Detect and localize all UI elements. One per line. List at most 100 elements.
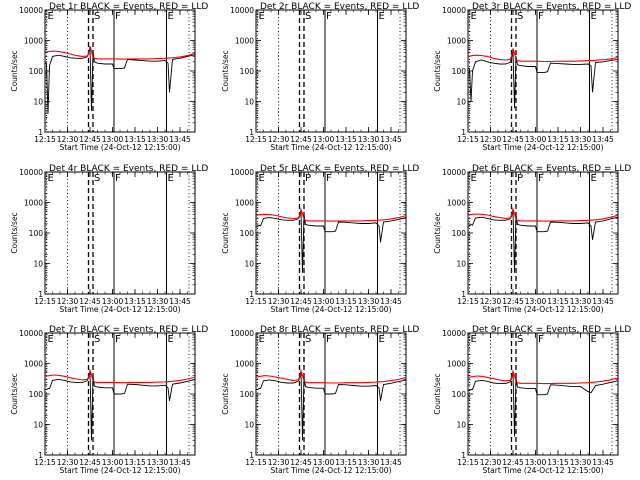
x-tick-label: 12:15 (245, 458, 267, 467)
x-tick-label: 12:30 (480, 297, 502, 306)
events-series-line (468, 51, 618, 109)
events-series-line (468, 372, 618, 437)
x-tick-label: 12:15 (34, 297, 56, 306)
event-marker-label: E (379, 11, 385, 22)
x-axis-label: Start Time (24-Oct-12 12:15:00) (59, 143, 180, 152)
x-tick-label: 12:15 (457, 458, 479, 467)
event-marker-label: E (168, 173, 174, 184)
y-tick-label: 10 (244, 98, 254, 107)
event-marker-label: F (115, 334, 121, 345)
event-marker-label: P (517, 173, 523, 184)
y-tick-label: 100 (29, 229, 44, 238)
x-tick-label: 12:30 (57, 135, 79, 144)
x-tick-label: 13:45 (592, 458, 614, 467)
event-marker-label: E (471, 11, 477, 22)
panel-title: Det 9r BLACK = Events, RED = LLD (472, 325, 631, 335)
x-tick-label: 13:15 (547, 458, 569, 467)
x-tick-label: 13:45 (380, 297, 402, 306)
panel-title: Det 2r BLACK = Events, RED = LLD (260, 2, 419, 12)
y-tick-label: 1 (38, 128, 43, 137)
x-tick-label: 13:15 (124, 458, 146, 467)
event-marker-label: S (94, 173, 100, 184)
lld-series-line (468, 206, 618, 222)
y-tick-label: 10 (456, 98, 466, 107)
x-tick-label: 12:45 (502, 135, 524, 144)
event-marker-label: F (538, 173, 544, 184)
events-series-line (256, 211, 406, 273)
y-tick-label: 1000 (447, 199, 466, 208)
x-tick-label: 13:30 (570, 297, 592, 306)
x-tick-label: 12:45 (290, 458, 312, 467)
y-tick-label: 1 (249, 290, 254, 299)
panel-title: Det 6r BLACK = Events, RED = LLD (472, 164, 631, 174)
detector-panel-3: Det 3r BLACK = Events, RED = LLD 1 10 100 10… (433, 2, 631, 152)
event-marker-label: F (538, 334, 544, 345)
detector-panel-8: Det 8r BLACK = Events, RED = LLD 1 10 100 10… (221, 325, 419, 475)
y-tick-label: 1 (461, 451, 466, 460)
event-marker-label: E (168, 11, 174, 22)
y-tick-label: 100 (29, 390, 44, 399)
event-marker-label: F (326, 173, 332, 184)
lld-series-line (45, 368, 195, 384)
x-tick-label: 13:45 (380, 135, 402, 144)
x-tick-label: 12:30 (480, 135, 502, 144)
y-tick-label: 10000 (230, 168, 254, 177)
x-tick-label: 13:30 (358, 135, 380, 144)
y-tick-label: 100 (452, 229, 467, 238)
event-marker-label: S (94, 334, 100, 345)
lld-series-line (468, 48, 618, 63)
x-axis-label: Start Time (24-Oct-12 12:15:00) (482, 143, 603, 152)
event-marker-label: S (305, 334, 311, 345)
x-tick-label: 13:00 (313, 297, 335, 306)
y-axis-label: Counts/sec (10, 50, 19, 91)
event-marker-label: S (517, 334, 523, 345)
y-axis-label: Counts/sec (221, 373, 230, 414)
x-tick-label: 12:45 (502, 458, 524, 467)
panel-title: Det 7r BLACK = Events, RED = LLD (49, 325, 208, 335)
event-marker-label: E (48, 334, 54, 345)
detector-panel-9: Det 9r BLACK = Events, RED = LLD 1 10 100 10… (433, 325, 631, 475)
x-tick-label: 13:00 (102, 297, 124, 306)
y-tick-label: 1 (461, 128, 466, 137)
x-tick-label: 13:00 (525, 297, 547, 306)
y-tick-label: 100 (452, 67, 467, 76)
x-tick-label: 12:45 (79, 458, 101, 467)
event-marker-label: E (48, 173, 54, 184)
y-tick-label: 10000 (230, 6, 254, 15)
x-tick-label: 13:00 (525, 458, 547, 467)
x-tick-label: 13:00 (313, 458, 335, 467)
x-tick-label: 13:15 (124, 297, 146, 306)
x-tick-label: 13:30 (147, 135, 169, 144)
events-series-line (468, 211, 618, 273)
y-tick-label: 1 (461, 290, 466, 299)
x-tick-label: 13:45 (169, 135, 191, 144)
x-tick-label: 13:15 (547, 297, 569, 306)
lld-series-line (256, 368, 406, 384)
y-tick-label: 10 (33, 260, 43, 269)
x-tick-label: 13:45 (592, 297, 614, 306)
y-axis-label: Counts/sec (10, 373, 19, 414)
y-tick-label: 10 (33, 98, 43, 107)
x-tick-label: 13:30 (358, 297, 380, 306)
event-marker-label: E (591, 334, 597, 345)
y-tick-label: 10000 (19, 6, 43, 15)
event-marker-label: E (48, 11, 54, 22)
x-tick-label: 13:15 (124, 135, 146, 144)
y-tick-label: 100 (240, 67, 255, 76)
x-axis-label: Start Time (24-Oct-12 12:15:00) (270, 305, 391, 314)
event-marker-label: S (305, 11, 311, 22)
y-axis-label: Counts/sec (433, 373, 442, 414)
panel-title: Det 3r BLACK = Events, RED = LLD (472, 2, 631, 12)
x-tick-label: 13:45 (592, 135, 614, 144)
event-marker-label: E (471, 173, 477, 184)
event-marker-label: E (259, 334, 265, 345)
x-tick-label: 13:15 (335, 135, 357, 144)
y-tick-label: 10 (456, 421, 466, 430)
y-tick-label: 1000 (447, 360, 466, 369)
event-marker-label: F (326, 11, 332, 22)
event-marker-label: E (379, 334, 385, 345)
detector-panel-5: Det 5r BLACK = Events, RED = LLD 1 10 100 10… (221, 164, 419, 314)
panel-title: Det 1r BLACK = Events, RED = LLD (49, 2, 208, 12)
event-marker-label: E (259, 11, 265, 22)
